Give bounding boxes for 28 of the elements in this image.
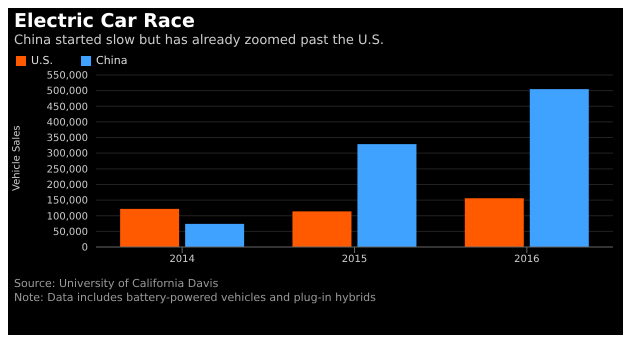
- bar: [120, 208, 180, 247]
- text: Note: Data includes battery-powered vehicles and plug-in hybrids: [14, 291, 377, 305]
- bar: [530, 89, 589, 247]
- x-tick-label: 2016: [514, 254, 540, 266]
- y-tick-label: 0: [82, 242, 88, 254]
- legend-label: U.S.: [31, 54, 54, 67]
- y-tick-label: 350,000: [46, 133, 88, 144]
- chart-subtitle: China started slow but has already zoomed past the U.S.: [13, 32, 386, 48]
- y-tick-label: 100,000: [46, 211, 88, 222]
- bar: [185, 224, 244, 247]
- y-tick-label: 200,000: [46, 180, 88, 192]
- legend-label: China: [96, 54, 128, 67]
- y-tick-label: 50,000: [53, 226, 88, 238]
- x-tick-label: 2014: [169, 254, 195, 266]
- source-note: Source: University of California Davis: [14, 277, 220, 291]
- y-tick-label: 450,000: [46, 102, 88, 113]
- y-tick-label: 300,000: [46, 148, 88, 160]
- chart-title: Electric Car Race: [13, 9, 196, 32]
- y-tick-label: 250,000: [46, 164, 88, 176]
- x-tick-label: 2015: [342, 254, 368, 266]
- y-tick-label: 400,000: [46, 117, 88, 128]
- y-axis-title: Vehicle Sales: [12, 125, 23, 191]
- y-tick-label: 150,000: [46, 196, 88, 207]
- y-tick-label: 550,000: [46, 70, 88, 82]
- bar: [357, 144, 416, 247]
- bar: [464, 198, 524, 247]
- y-tick-label: 500,000: [46, 86, 88, 98]
- bar: [292, 211, 352, 247]
